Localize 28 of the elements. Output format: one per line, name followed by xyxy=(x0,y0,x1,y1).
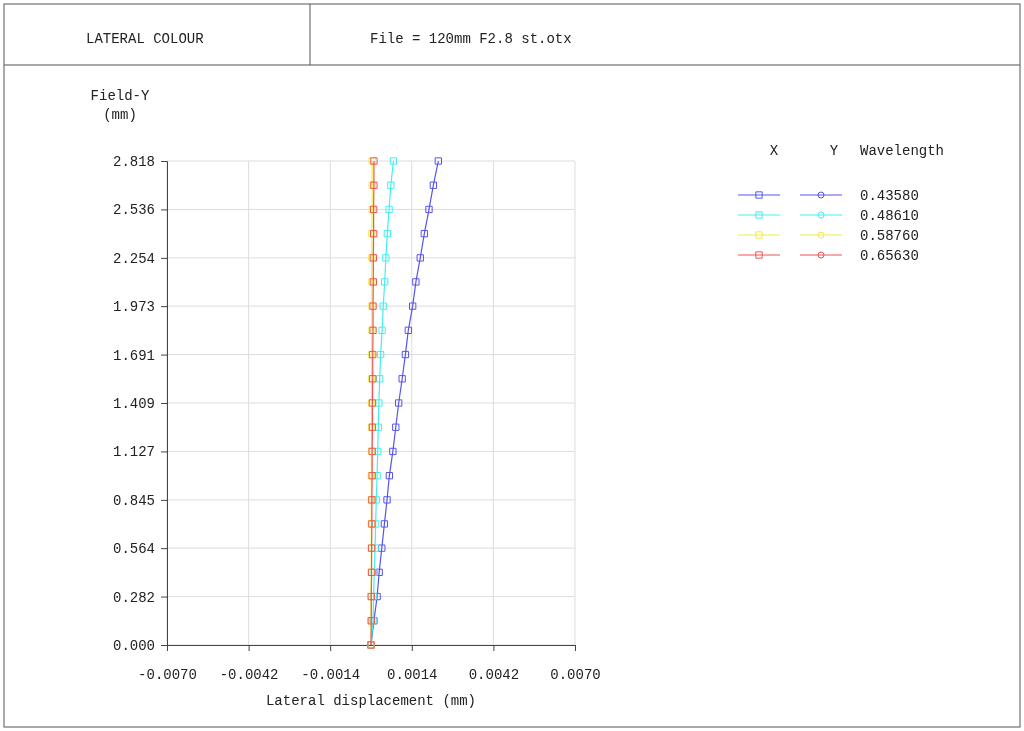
y-tick-label: 2.818 xyxy=(112,153,155,170)
y-axis-title: Field-Y (mm) xyxy=(90,88,150,123)
y-tick-label: 0.564 xyxy=(112,541,155,558)
y-tick-label: 0.000 xyxy=(112,637,155,654)
y-tick-label: 2.254 xyxy=(112,250,155,267)
y-tick-label: 1.127 xyxy=(112,444,155,461)
legend-label: 0.65630 xyxy=(860,248,919,264)
x-tick-label: 0.0014 xyxy=(387,666,438,683)
chart-title: LATERAL COLOUR xyxy=(86,31,205,47)
text: Y xyxy=(829,143,839,159)
legend-label: 0.48610 xyxy=(860,208,919,224)
x-tick-label: 0.0070 xyxy=(550,666,601,683)
x-tick-label: 0.0042 xyxy=(468,666,520,683)
y-tick-label: 1.409 xyxy=(112,395,155,412)
x-tick-label: -0.0070 xyxy=(138,666,197,683)
y-tick-label: 2.536 xyxy=(112,202,155,219)
x-axis-title: Lateral displacement (mm) xyxy=(265,693,477,709)
x-tick-label: -0.0014 xyxy=(301,666,361,683)
legend-label: 0.58760 xyxy=(860,228,919,244)
y-tick-label: 1.691 xyxy=(112,347,155,364)
legend-label: 0.43580 xyxy=(860,188,919,204)
legend-title: Wavelength xyxy=(860,143,945,159)
x-tick-label: -0.0042 xyxy=(219,666,279,683)
text: X xyxy=(769,143,779,159)
y-tick-label: 1.973 xyxy=(112,299,155,316)
chart-subtitle: File = 120mm F2.8 st.otx xyxy=(370,31,572,47)
y-tick-label: 0.845 xyxy=(112,492,155,509)
y-tick-label: 0.282 xyxy=(112,589,155,606)
